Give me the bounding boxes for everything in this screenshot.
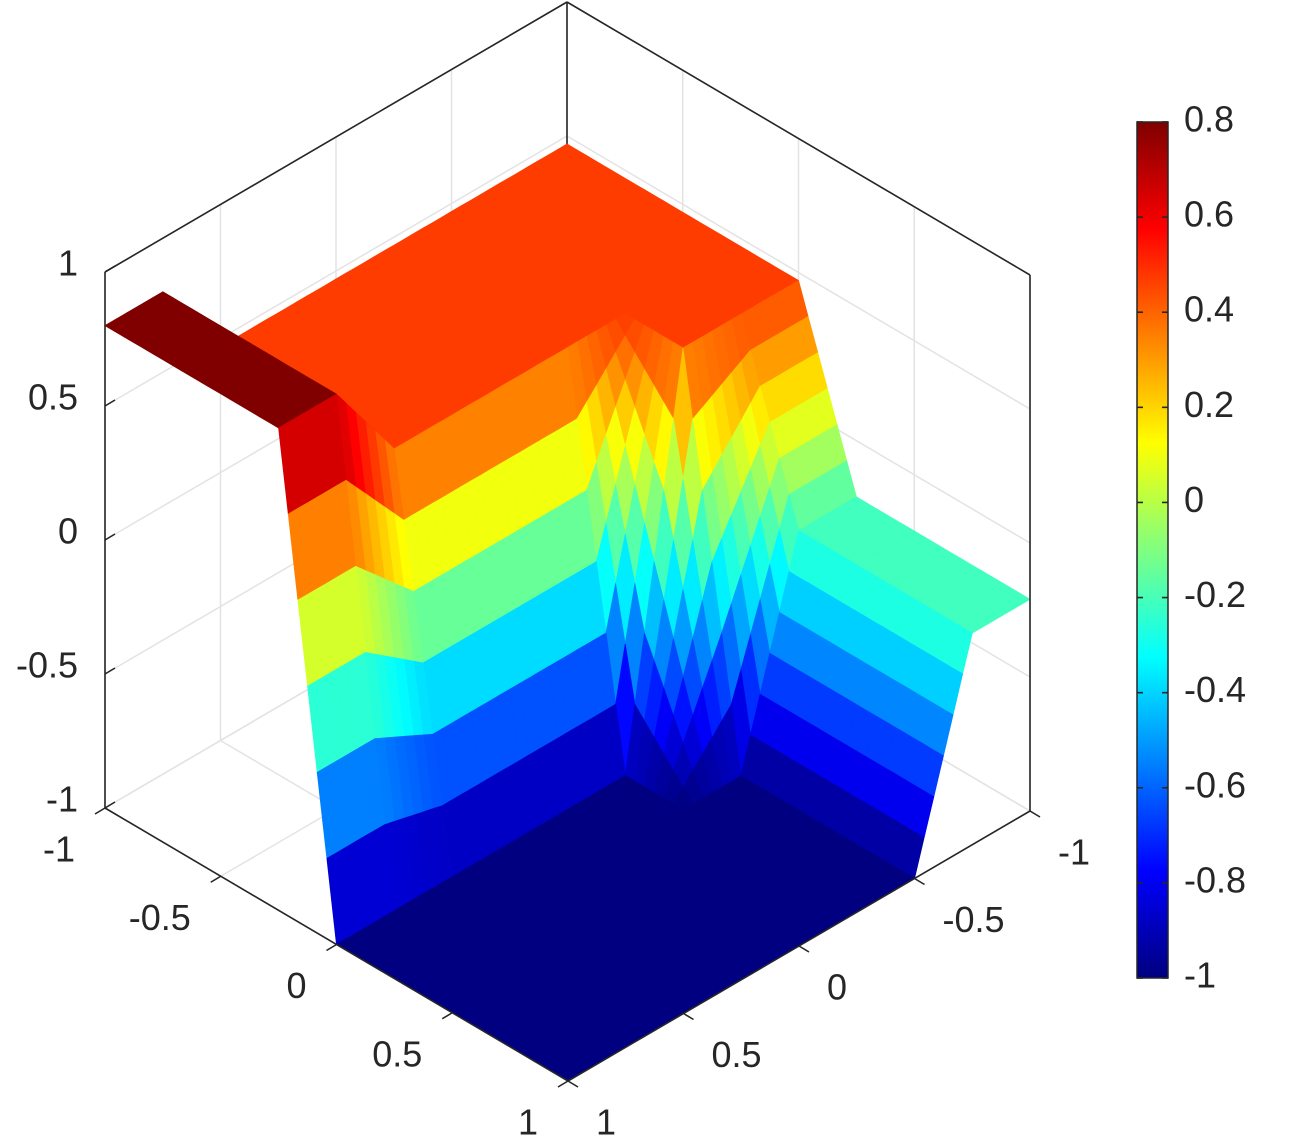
y-tick	[914, 877, 925, 886]
z-tick-label: -1	[46, 779, 78, 820]
colorbar-tick-label: -1	[1184, 955, 1216, 996]
x-tick	[94, 807, 106, 815]
colorbar-tick-label: -0.4	[1184, 669, 1246, 710]
y-tick-label: 0.5	[712, 1034, 762, 1075]
y-tick-label: -1	[1058, 832, 1090, 873]
colorbar-tick-label: -0.2	[1184, 574, 1246, 615]
z-tick	[104, 399, 116, 407]
axis-box-edge	[104, 1, 568, 273]
x-tick	[326, 943, 337, 952]
z-tick	[104, 533, 116, 541]
y-tick-label: 1	[596, 1102, 616, 1143]
x-tick-label: -0.5	[129, 897, 191, 938]
y-tick	[798, 945, 810, 953]
y-tick	[567, 1080, 579, 1088]
y-tick-label: -0.5	[943, 899, 1005, 940]
colorbar-tick-label: 0	[1184, 479, 1204, 520]
colorbar-tick-label: 0.8	[1184, 99, 1234, 140]
z-tick-label: 0	[58, 511, 78, 552]
y-tick	[1029, 810, 1041, 818]
y-tick-label: 0	[827, 967, 847, 1008]
z-tick	[104, 667, 116, 675]
colorbar-tick-label: 0.6	[1184, 194, 1234, 235]
z-tick	[104, 801, 116, 809]
x-tick	[210, 875, 222, 883]
x-tick-label: 1	[518, 1102, 538, 1143]
x-tick	[557, 1080, 569, 1088]
z-tick-label: 0.5	[28, 377, 78, 418]
axis-box-edge	[566, 1, 1031, 276]
colorbar-tick-label: -0.8	[1184, 859, 1246, 900]
y-tick	[683, 1012, 694, 1021]
colorbar-tick-label: -0.6	[1184, 764, 1246, 805]
x-tick-label: -1	[43, 829, 75, 870]
x-tick-label: 0	[286, 965, 306, 1006]
z-tick-label: -0.5	[16, 645, 78, 686]
z-tick-label: 1	[58, 243, 78, 284]
colorbar	[1136, 121, 1169, 979]
colorbar-tick-label: 0.4	[1184, 289, 1234, 330]
colorbar-tick-label: 0.2	[1184, 384, 1234, 425]
x-tick	[441, 1012, 453, 1020]
x-tick-label: 0.5	[372, 1033, 422, 1074]
z-tick	[104, 265, 116, 273]
